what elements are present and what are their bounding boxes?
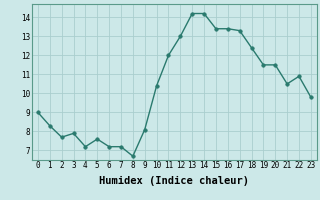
X-axis label: Humidex (Indice chaleur): Humidex (Indice chaleur) (100, 176, 249, 186)
